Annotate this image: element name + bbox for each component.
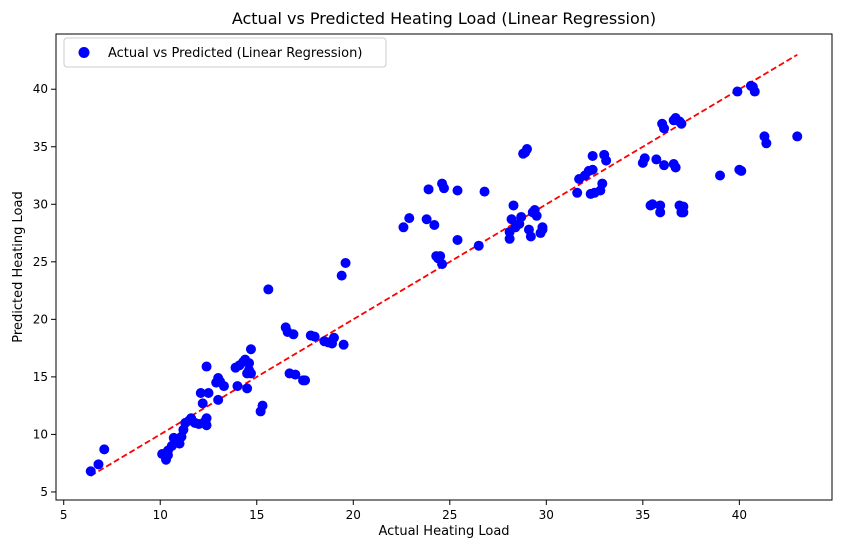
y-tick-label: 10	[33, 427, 48, 441]
scatter-points	[85, 80, 803, 477]
data-point	[85, 466, 96, 477]
data-point	[659, 160, 670, 171]
data-point	[398, 222, 409, 233]
data-point	[678, 207, 689, 218]
data-point	[201, 361, 212, 372]
y-axis-ticks: 5 10 15 20 25 30 35 40	[33, 82, 56, 499]
data-point	[423, 184, 434, 195]
data-point	[676, 118, 687, 129]
data-point	[263, 284, 274, 295]
data-point	[309, 331, 320, 342]
data-point	[421, 214, 432, 225]
data-point	[93, 459, 104, 470]
data-point	[531, 210, 542, 221]
data-point	[245, 368, 256, 379]
data-point	[508, 200, 519, 211]
data-point	[452, 234, 463, 245]
y-tick-label: 35	[33, 140, 48, 154]
data-point	[749, 86, 760, 97]
data-point	[597, 178, 608, 189]
data-point	[522, 144, 533, 155]
data-point	[639, 153, 650, 164]
data-point	[218, 381, 229, 392]
data-point	[761, 138, 772, 149]
data-point	[537, 222, 548, 233]
x-tick-label: 25	[442, 508, 457, 522]
x-tick-label: 20	[346, 508, 361, 522]
legend-label-actual-vs-predicted: Actual vs Predicted (Linear Regression)	[108, 46, 362, 61]
legend-box	[63, 37, 387, 68]
data-point	[340, 257, 351, 268]
x-axis-label: Actual Heating Load	[378, 524, 509, 539]
data-point	[201, 420, 212, 431]
x-tick-label: 10	[153, 508, 168, 522]
y-tick-label: 25	[33, 255, 48, 269]
x-tick-label: 15	[249, 508, 264, 522]
data-point	[587, 150, 598, 161]
data-point	[245, 344, 256, 355]
data-point	[242, 383, 253, 394]
data-point	[736, 165, 747, 176]
data-point	[601, 155, 612, 166]
x-tick-label: 30	[539, 508, 554, 522]
data-point	[506, 214, 517, 225]
data-point	[435, 251, 446, 262]
data-point	[429, 220, 440, 231]
x-tick-label: 40	[732, 508, 747, 522]
data-point	[99, 444, 110, 455]
data-point	[257, 400, 268, 411]
data-point	[516, 211, 527, 222]
data-point	[437, 259, 448, 270]
data-point	[290, 369, 301, 380]
y-tick-label: 30	[33, 197, 48, 211]
data-point	[670, 162, 681, 173]
data-point	[327, 338, 338, 349]
data-point	[336, 270, 347, 281]
data-point	[195, 387, 206, 398]
legend-marker-actual-vs-predicted	[78, 47, 90, 58]
data-point	[655, 207, 666, 218]
data-point	[647, 199, 658, 210]
y-tick-label: 5	[40, 485, 48, 499]
data-point	[197, 398, 208, 409]
data-point	[655, 200, 666, 211]
data-point	[732, 86, 743, 97]
data-point	[504, 233, 515, 244]
data-point	[525, 231, 536, 242]
data-point	[587, 164, 598, 175]
data-point	[792, 131, 803, 142]
y-tick-label: 15	[33, 370, 48, 384]
data-point	[651, 154, 662, 165]
data-point	[201, 413, 212, 424]
data-point	[572, 187, 583, 198]
data-point	[715, 170, 726, 181]
data-point	[473, 240, 484, 251]
legend: Actual vs Predicted (Linear Regression)	[63, 37, 387, 68]
data-point	[300, 375, 311, 386]
data-point	[452, 185, 463, 196]
data-point	[203, 387, 214, 398]
x-tick-label: 35	[635, 508, 650, 522]
y-tick-label: 40	[33, 82, 48, 96]
data-point	[288, 329, 299, 340]
plot-area-frame	[55, 33, 833, 501]
data-point	[213, 394, 224, 405]
chart-title: Actual vs Predicted Heating Load (Linear…	[232, 9, 656, 28]
y-axis-label: Predicted Heating Load	[11, 191, 26, 342]
data-point	[244, 358, 255, 369]
data-point	[404, 213, 415, 224]
data-point	[479, 186, 490, 197]
data-point	[232, 381, 243, 392]
x-axis-ticks: 5 10 15 20 25 30 35 40	[60, 500, 747, 522]
data-point	[659, 123, 670, 134]
data-point	[439, 183, 449, 194]
x-tick-label: 5	[60, 508, 68, 522]
data-point	[338, 339, 349, 350]
y-tick-label: 20	[33, 312, 48, 326]
